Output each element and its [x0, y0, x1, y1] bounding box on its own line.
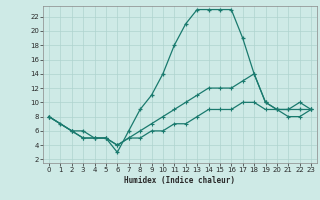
- X-axis label: Humidex (Indice chaleur): Humidex (Indice chaleur): [124, 176, 236, 185]
